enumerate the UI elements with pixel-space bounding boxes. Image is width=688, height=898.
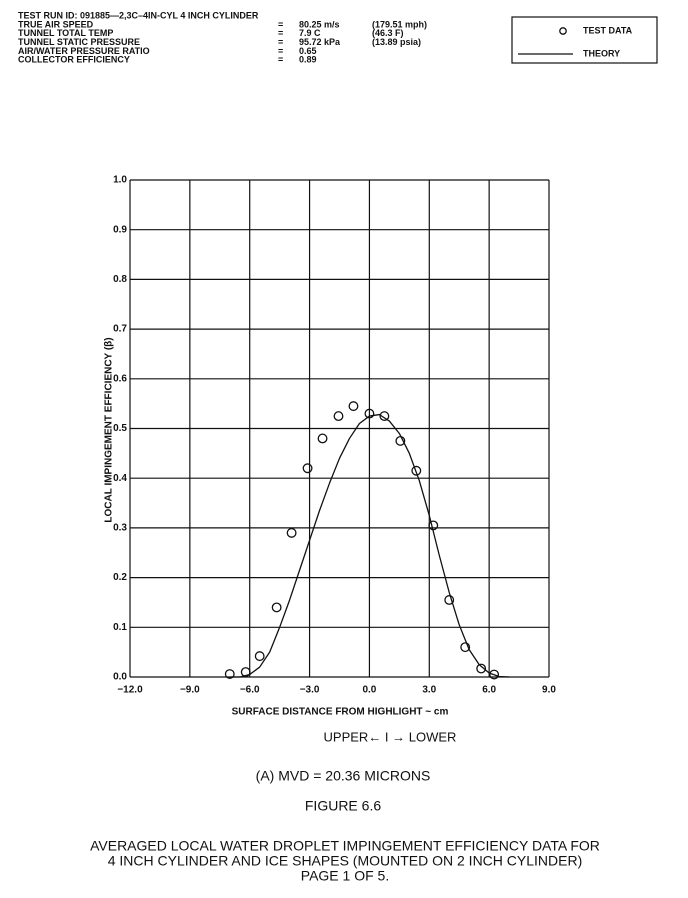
y-tick-label: 0.7	[113, 324, 127, 335]
y-tick-label: 0.6	[113, 373, 127, 384]
y-tick-label: 0.3	[113, 523, 127, 534]
data-point	[348, 401, 359, 412]
data-point	[460, 642, 471, 653]
header-cell: 95.72 kPa	[299, 37, 341, 47]
y-tick-label: 0.9	[113, 224, 127, 235]
x-axis-label: SURFACE DISTANCE FROM HIGHLIGHT ~ cm	[232, 707, 449, 718]
data-point	[379, 411, 390, 422]
data-point	[317, 433, 328, 444]
data-point	[240, 667, 251, 677]
x-tick-label: −3.0	[300, 685, 320, 696]
caption-line: 4 INCH CYLINDER AND ICE SHAPES (MOUNTED …	[108, 853, 583, 869]
header-cell: TUNNEL STATIC PRESSURE	[18, 37, 140, 47]
theory-line	[229, 413, 510, 678]
x-tick-label: −6.0	[240, 685, 260, 696]
data-point	[411, 465, 422, 476]
caption-line: PAGE 1 OF 5.	[301, 868, 389, 884]
x-tick-label: 6.0	[482, 685, 496, 696]
header-cell: (179.51 mph)	[372, 19, 427, 29]
header-cell: (13.89 psia)	[372, 37, 421, 47]
header-cell: TRUE AIR SPEED	[18, 19, 94, 29]
header-cell: TUNNEL TOTAL TEMP	[18, 28, 113, 38]
x-tick-label: 9.0	[542, 685, 556, 696]
data-point	[333, 411, 344, 422]
legend-marker	[559, 27, 567, 35]
header-cell: 0.65	[299, 46, 317, 56]
legend-label: THEORY	[583, 48, 620, 58]
x-tick-label: 0.0	[362, 685, 376, 696]
y-axis-label: LOCAL IMPINGEMENT EFFICIENCY (β)	[104, 337, 115, 522]
subtitle: (A) MVD = 20.36 MICRONS	[256, 768, 431, 784]
y-tick-label: 0.5	[113, 423, 127, 434]
y-tick-label: 0.8	[113, 274, 127, 285]
data-point	[271, 602, 282, 613]
data-point	[364, 408, 375, 419]
data-point	[476, 663, 487, 674]
header-cell: =	[278, 19, 283, 29]
x-tick-label: −9.0	[180, 685, 200, 696]
header-cell: 7.9 C	[299, 28, 321, 38]
data-point	[224, 669, 235, 679]
data-point	[286, 527, 297, 538]
test-run: TEST RUN ID: 091885—2,3C–4IN-CYL 4 INCH …	[18, 10, 259, 20]
figure-number: FIGURE 6.6	[305, 798, 381, 814]
annotation: UPPER← I → LOWER	[324, 729, 457, 744]
header-cell: 0.89	[299, 55, 317, 65]
header-cell: =	[278, 55, 283, 65]
data-point	[254, 651, 265, 662]
caption-line: AVERAGED LOCAL WATER DROPLET IMPINGEMENT…	[90, 838, 600, 854]
header-cell: =	[278, 28, 283, 38]
x-tick-label: 3.0	[422, 685, 436, 696]
data-point	[444, 595, 455, 605]
y-tick-label: 0.1	[113, 622, 127, 633]
y-tick-label: 0.4	[113, 473, 127, 484]
legend-label: TEST DATA	[583, 25, 633, 35]
y-tick-label: 0.0	[113, 672, 127, 683]
y-tick-label: 1.0	[113, 175, 127, 186]
header-cell: (46.3 F)	[372, 28, 404, 38]
header-cell: =	[278, 46, 283, 56]
header-cell: 80.25 m/s	[299, 19, 340, 29]
data-point	[489, 669, 500, 680]
header-cell: AIR/WATER PRESSURE RATIO	[18, 46, 150, 56]
header-cell: =	[278, 37, 283, 47]
y-tick-label: 0.2	[113, 572, 127, 583]
data-point	[302, 463, 313, 474]
legend-box	[511, 16, 658, 64]
x-tick-label: −12.0	[117, 685, 143, 696]
header-cell: COLLECTOR EFFICIENCY	[18, 55, 130, 65]
